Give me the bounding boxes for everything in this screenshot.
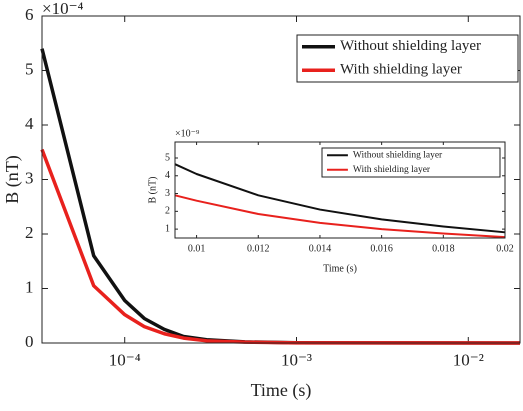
x-tick-label: 10⁻⁴	[109, 351, 141, 370]
y-tick-label: 2	[165, 206, 170, 217]
legend-box	[296, 34, 519, 83]
x-axis-label: Time (s)	[323, 263, 357, 274]
x-tick-label: 0.01	[188, 243, 206, 254]
x-tick-label: 10⁻³	[281, 351, 312, 370]
legend-label: Without shielding layer	[353, 150, 443, 160]
axes-box	[41, 15, 521, 344]
y-tick-label: 2	[25, 223, 34, 242]
axes-box	[174, 141, 506, 239]
y-tick-label: 5	[165, 152, 170, 163]
legend-label: With shielding layer	[340, 62, 462, 78]
y-exponent-label: ×10⁻⁹	[175, 128, 200, 139]
legend-label: Without shielding layer	[340, 38, 481, 54]
y-tick-label: 4	[165, 170, 170, 181]
x-tick-label: 0.02	[496, 243, 514, 254]
x-tick-label: 0.014	[309, 243, 332, 254]
y-tick-label: 3	[165, 188, 170, 199]
series-line	[174, 163, 506, 234]
legend-label: With shielding layer	[353, 165, 431, 175]
y-axis-label: B (nT)	[147, 177, 158, 204]
x-tick-label: 0.018	[432, 243, 455, 254]
series-line	[174, 194, 506, 239]
y-tick-label: 5	[25, 59, 34, 78]
y-tick-label: 6	[25, 5, 34, 24]
x-tick-label: 0.012	[247, 243, 270, 254]
y-tick-label: 3	[25, 168, 34, 187]
y-axis-label: B (nT)	[2, 155, 23, 204]
y-tick-label: 1	[25, 277, 34, 296]
x-tick-label: 0.016	[370, 243, 393, 254]
y-tick-label: 1	[165, 223, 170, 234]
legend-box	[321, 147, 501, 178]
y-exponent-label: ×10⁻⁴	[42, 0, 84, 18]
y-tick-label: 0	[25, 332, 34, 351]
x-axis-label: Time (s)	[251, 380, 312, 401]
y-tick-label: 4	[25, 114, 34, 133]
x-tick-label: 10⁻²	[453, 351, 484, 370]
